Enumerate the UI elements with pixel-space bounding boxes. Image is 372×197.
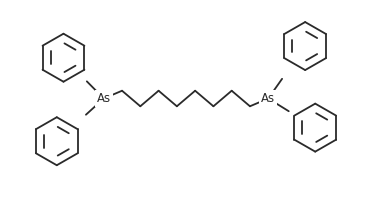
Text: As: As [261, 92, 275, 105]
Text: As: As [97, 92, 111, 105]
